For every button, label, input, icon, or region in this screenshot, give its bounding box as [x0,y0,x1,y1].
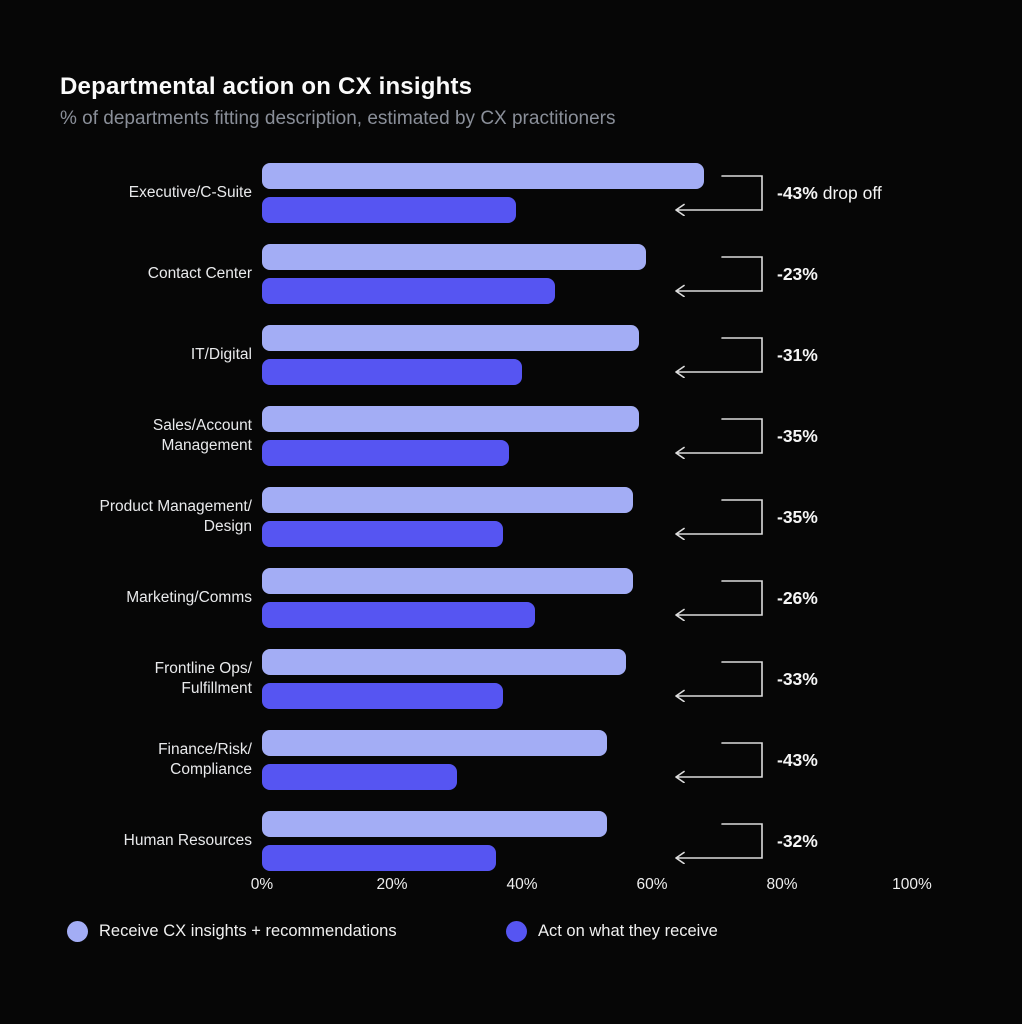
receive-bar [262,325,639,351]
category-label: Sales/Account Management [152,417,252,454]
x-axis-tick: 80% [766,876,798,893]
chart-row: Sales/Account Management -35% [0,406,1022,466]
x-axis-tick: 40% [506,876,538,893]
drop-off-value: -33% [777,668,818,689]
x-axis: 0% 20% 40% 60% 80% 100% [251,876,962,896]
legend: Receive CX insights + recommendations Ac… [0,921,1022,947]
act-bar [262,359,522,385]
drop-off-arrow-icon [675,661,763,702]
legend-item-act: Act on what they receive [506,921,718,942]
category-label: Finance/Risk/ Compliance [158,741,252,778]
chart-header: Departmental action on CX insights % of … [60,72,615,131]
page-title: Departmental action on CX insights [60,73,473,100]
drop-off-value: -43% [777,182,818,203]
receive-bar [262,244,646,270]
act-bar [262,278,555,304]
drop-off-value: -26% [777,587,818,608]
receive-bar [262,568,633,594]
drop-off-value: -32% [777,830,818,851]
chart-row: Contact Center -23% [0,244,1022,304]
drop-off-label: -43% [777,730,818,790]
category-label: Contact Center [147,265,252,282]
drop-off-arrow-icon [675,418,763,459]
drop-off-arrow-icon [675,175,763,216]
chart-row: Finance/Risk/ Compliance -43% [0,730,1022,790]
drop-off-label: -43% drop off [777,163,882,223]
act-bar [262,521,503,547]
drop-off-value: -31% [777,344,818,365]
drop-off-label: -35% [777,406,818,466]
drop-off-label: -31% [777,325,818,385]
act-bar [262,197,516,223]
drop-off-arrow-icon [675,337,763,378]
drop-off-value: -35% [777,506,818,527]
drop-off-value: -43% [777,749,818,770]
legend-item-receive: Receive CX insights + recommendations [67,921,397,942]
act-bar [262,602,535,628]
drop-off-arrow-icon [675,256,763,297]
receive-bar [262,163,704,189]
category-label: Product Management/ Design [99,498,252,535]
chart-row: Human Resources -32% [0,811,1022,871]
x-axis-tick: 60% [636,876,668,893]
receive-bar [262,730,607,756]
act-bar [262,764,457,790]
category-label: Frontline Ops/ Fulfillment [154,660,252,697]
chart-row: Product Management/ Design -35% [0,487,1022,547]
drop-off-arrow-icon [675,742,763,783]
category-label: Marketing/Comms [126,589,252,606]
drop-off-label: -26% [777,568,818,628]
receive-bar [262,811,607,837]
legend-dot-act-icon [506,921,527,942]
act-bar [262,440,509,466]
drop-off-arrow-icon [675,499,763,540]
drop-off-label: -32% [777,811,818,871]
chart-row: IT/Digital -31% [0,325,1022,385]
drop-off-value: -35% [777,425,818,446]
legend-dot-receive-icon [67,921,88,942]
receive-bar [262,406,639,432]
receive-bar [262,487,633,513]
category-label: IT/Digital [190,346,252,363]
drop-off-suffix: drop off [817,182,882,203]
x-axis-tick: 20% [376,876,408,893]
drop-off-label: -35% [777,487,818,547]
drop-off-label: -33% [777,649,818,709]
drop-off-value: -23% [777,263,818,284]
category-label: Executive/C-Suite [128,184,252,201]
chart-row: Executive/C-Suite -43% drop off [0,163,1022,223]
category-label: Human Resources [123,832,252,849]
receive-bar [262,649,626,675]
legend-label-act: Act on what they receive [538,922,718,940]
chart-row: Frontline Ops/ Fulfillment -33% [0,649,1022,709]
legend-label-receive: Receive CX insights + recommendations [99,922,397,940]
chart-row: Marketing/Comms -26% [0,568,1022,628]
drop-off-arrow-icon [675,580,763,621]
x-axis-tick: 100% [892,876,932,893]
x-axis-tick: 0% [250,876,274,893]
drop-off-arrow-icon [675,823,763,864]
drop-off-label: -23% [777,244,818,304]
act-bar [262,683,503,709]
act-bar [262,845,496,871]
chart-subtitle: % of departments fitting description, es… [60,108,616,129]
